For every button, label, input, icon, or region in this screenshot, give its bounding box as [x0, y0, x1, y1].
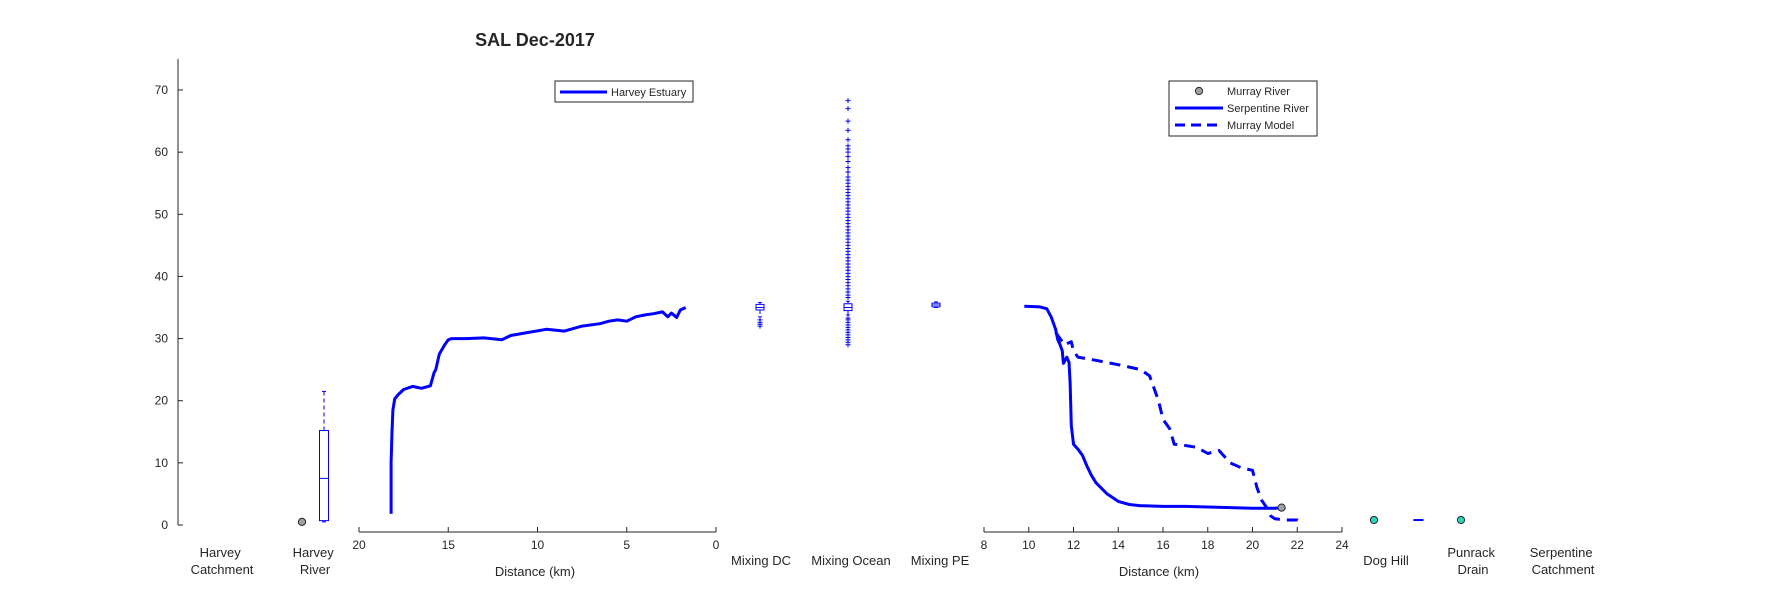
y-tick-label-30: 30 [155, 332, 169, 346]
boxplot-mixing-dc [755, 302, 765, 329]
legend-murray-river-label: Murray River [1227, 86, 1290, 98]
serpentine-murray-x-tick-label-20: 20 [1246, 538, 1260, 552]
serpentine-murray-x-tick-label-24: 24 [1335, 538, 1349, 552]
series-murray-model [1054, 331, 1301, 523]
category-label-harvey-catchment: Harvey Catchment [191, 545, 254, 577]
boxplot-mixing-pe [931, 301, 941, 308]
category-label-harvey-river-l1: Harvey [293, 545, 335, 560]
category-label-mixing-pe: Mixing PE [911, 553, 970, 568]
category-label-mixing-dc: Mixing DC [731, 553, 791, 568]
y-tick-label-20: 20 [155, 394, 169, 408]
y-tick-label-40: 40 [155, 269, 169, 283]
category-label-punrack-drain-l2: Drain [1457, 562, 1488, 577]
category-label-dog-hill: Dog Hill [1363, 553, 1409, 568]
category-label-punrack-drain-l1: Punrack [1447, 545, 1495, 560]
serpentine-xlabel: Distance (km) [1119, 564, 1199, 579]
series-serpentine-river [1024, 304, 1282, 510]
legend-murray-river-marker [1194, 86, 1204, 96]
serpentine-murray-x-tick-label-16: 16 [1156, 538, 1170, 552]
boxplot-mixing-dc-outlier-3 [757, 323, 763, 329]
serpentine-murray-x-tick-label-10: 10 [1022, 538, 1036, 552]
legend-left-label: Harvey Estuary [611, 87, 687, 99]
y-tick-label-50: 50 [155, 207, 169, 221]
boxplot-mixing-ocean [843, 98, 853, 348]
harvey-estuary-x-tick-label-15: 15 [442, 538, 456, 552]
y-tick-label-10: 10 [155, 456, 169, 470]
serpentine-murray-x-tick-label-12: 12 [1067, 538, 1081, 552]
serpentine-murray-x-tick-label-14: 14 [1112, 538, 1126, 552]
legend-serpentine-river-label: Serpentine River [1227, 103, 1309, 115]
y-tick-label-60: 60 [155, 145, 169, 159]
point-harvey-river [297, 517, 307, 526]
boxplot-mixing-ocean-outlier-0 [845, 98, 851, 104]
category-label-harvey-river: Harvey River [293, 545, 338, 577]
legend-murray-model-label: Murray Model [1227, 120, 1294, 132]
boxplot-harvey-river-box [319, 430, 329, 522]
harvey-estuary-x-tick-label-5: 5 [623, 538, 630, 552]
serpentine-murray-x-tick-label-8: 8 [981, 538, 988, 552]
boxplot-mixing-ocean-outlier-2 [845, 118, 851, 124]
legend-left: Harvey Estuary [554, 80, 694, 103]
series-harvey-estuary [389, 306, 687, 514]
boxplot-mixing-ocean-outlier-51 [845, 295, 851, 301]
y-tick-label-70: 70 [155, 83, 169, 97]
chart-title: SAL Dec-2017 [475, 30, 595, 50]
point-punrack-drain [1456, 515, 1466, 525]
category-label-serpentine-catchment-l1: Serpentine [1530, 545, 1593, 560]
harvey-estuary-x-tick-label-10: 10 [531, 538, 545, 552]
boxplot-mixing-ocean-outlier-3 [845, 127, 851, 133]
boxplot-harvey-river [319, 390, 329, 523]
category-label-harvey-river-l2: River [300, 562, 331, 577]
category-label-serpentine-catchment: Serpentine Catchment [1530, 545, 1597, 577]
category-label-harvey-catchment-l1: Harvey [200, 545, 242, 560]
harvey-estuary-xlabel: Distance (km) [495, 564, 575, 579]
legend-right: Murray River Serpentine River Murray Mod… [1168, 80, 1318, 137]
boxplot-mixing-ocean-outlier-4 [845, 137, 851, 143]
point-murray-river [1277, 503, 1286, 512]
legend-left-box [554, 80, 694, 103]
harvey-estuary-x-tick-label-0: 0 [713, 538, 720, 552]
boxplot-mixing-ocean-outlier-8 [845, 153, 851, 159]
category-label-harvey-catchment-l2: Catchment [191, 562, 254, 577]
boxplot-mixing-ocean-outlier-11 [845, 169, 851, 175]
category-label-mixing-ocean: Mixing Ocean [811, 553, 890, 568]
harvey-estuary-x-tick-label-20: 20 [352, 538, 366, 552]
boxplot-mixing-ocean-outlier-1 [845, 106, 851, 112]
boxplot-mixing-ocean-outlier-7 [845, 149, 851, 155]
serpentine-murray-x-tick-label-18: 18 [1201, 538, 1215, 552]
boxplot-mixing-ocean-outlier-10 [845, 165, 851, 171]
category-label-serpentine-catchment-l2: Catchment [1532, 562, 1595, 577]
category-label-punrack-drain: Punrack Drain [1447, 545, 1498, 577]
boxplot-mixing-ocean-outlier-63 [845, 342, 851, 348]
serpentine-murray-x-tick-label-22: 22 [1291, 538, 1305, 552]
y-tick-label-0: 0 [161, 518, 168, 532]
boxplot-mixing-ocean-outlier-9 [845, 158, 851, 164]
point-dog-hill [1369, 515, 1379, 525]
